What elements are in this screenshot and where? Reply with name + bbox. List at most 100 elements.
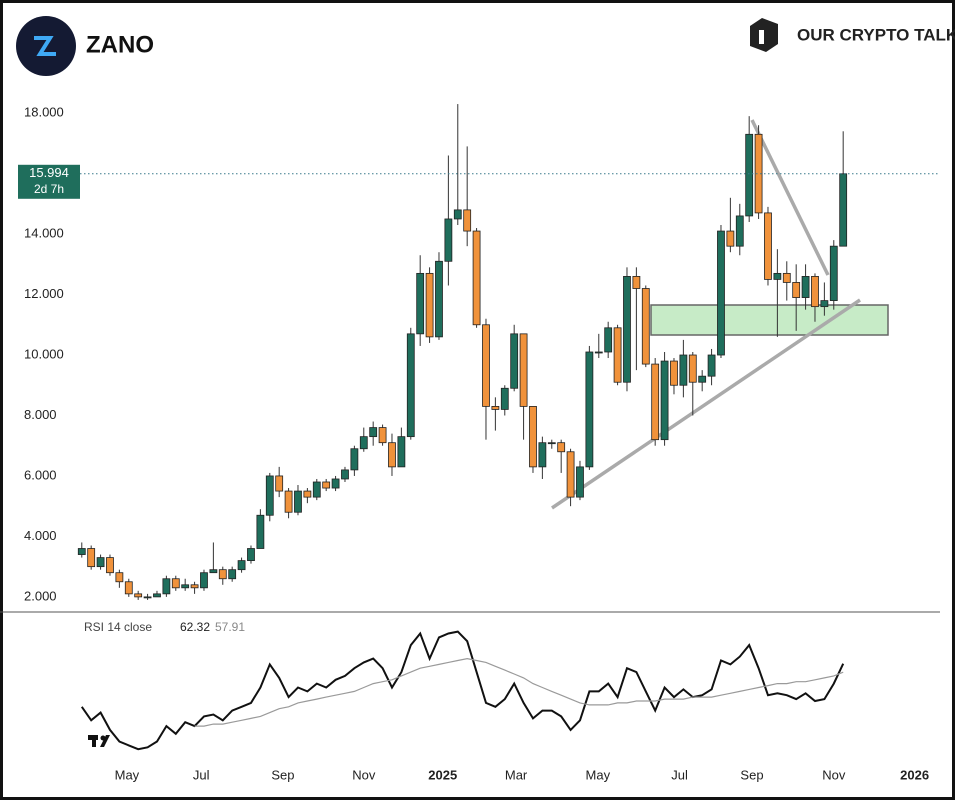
x-tick-label: Sep (271, 767, 294, 782)
candle-body (613, 327, 622, 383)
candle-body (472, 230, 481, 326)
rsi-title: RSI 14 close (84, 620, 152, 634)
candle (604, 321, 613, 359)
candle (651, 358, 660, 446)
y-tick-label: 12.000 (24, 286, 64, 301)
candle-body (754, 133, 763, 214)
candle (359, 427, 368, 452)
candle (510, 324, 519, 392)
brand: OUR CRYPTO TALK (797, 25, 955, 44)
candle (670, 358, 678, 395)
candle (350, 445, 359, 476)
y-tick-label: 8.000 (24, 407, 57, 422)
candle (594, 333, 603, 359)
rsi-line (80, 630, 845, 751)
candle (397, 427, 406, 468)
candle-body (463, 209, 472, 232)
candle-body (717, 230, 725, 356)
candle (322, 478, 331, 492)
candle-body (491, 406, 500, 410)
candle (764, 206, 772, 286)
candle (284, 488, 293, 519)
y-tick-label: 6.000 (24, 467, 57, 482)
candle-body (764, 212, 772, 280)
tv-logo (88, 735, 110, 747)
countdown: 2d 7h (34, 182, 64, 196)
candle-body (792, 282, 801, 298)
candle-body (453, 209, 462, 220)
candle-body (773, 272, 782, 280)
candle (181, 578, 190, 591)
logo-mark (34, 36, 56, 56)
candle-body (839, 173, 848, 247)
y-tick-label: 2.000 (24, 588, 57, 603)
candle (124, 578, 133, 597)
candle-body (482, 324, 490, 407)
candle-body (181, 584, 190, 589)
candle (209, 542, 218, 574)
candle-body (735, 215, 744, 247)
candle-body (604, 327, 613, 353)
tv-logo-slash (100, 735, 110, 747)
candle-body (312, 481, 321, 498)
candle-body (115, 572, 124, 583)
candle (547, 439, 556, 449)
candle-body (378, 427, 387, 444)
candle (641, 285, 650, 368)
candle-body (576, 466, 584, 498)
candle-body (284, 490, 293, 513)
candle (388, 433, 396, 476)
candle-body (670, 360, 678, 386)
rsi-value-label: 62.32 (180, 620, 210, 634)
last-price-box (18, 164, 80, 199)
candle (566, 448, 575, 507)
candle-body (209, 569, 218, 574)
candle (717, 225, 725, 359)
candle (453, 104, 462, 226)
rsi-value-label: 57.91 (215, 620, 245, 634)
candle-body (688, 354, 697, 383)
support-zone (650, 304, 889, 336)
x-tick-label: 2025 (428, 767, 457, 782)
x-tick-label: Sep (740, 767, 763, 782)
candle-body (106, 557, 114, 574)
candle-body (519, 333, 528, 407)
candle-body (331, 478, 340, 489)
candle-body (294, 490, 302, 513)
candle-body (594, 351, 603, 354)
candle-body (529, 406, 537, 468)
candle-body (275, 475, 284, 492)
candle (792, 264, 801, 331)
candle (472, 228, 481, 328)
candle-body (388, 442, 396, 468)
candle (275, 466, 284, 498)
candle-body (96, 557, 105, 568)
candle (435, 252, 443, 340)
candle (228, 566, 237, 582)
candle (557, 439, 566, 473)
candle-body (811, 276, 819, 308)
candle (256, 509, 265, 549)
brand-cut (759, 30, 764, 44)
x-tick-label: Nov (352, 767, 376, 782)
candle-body (228, 569, 237, 580)
candle (576, 460, 584, 501)
candle-body (237, 560, 246, 571)
candle (632, 267, 641, 371)
candle (162, 575, 171, 597)
candle-body (623, 276, 631, 383)
candle (425, 267, 434, 343)
candle (171, 575, 180, 591)
candle-body (585, 351, 594, 468)
candle-body (218, 569, 227, 580)
candle (265, 472, 274, 522)
candle-body (397, 436, 406, 468)
candle (237, 557, 246, 573)
candle-body (632, 276, 641, 289)
candle (378, 424, 387, 446)
y-tick-label: 18.000 (24, 105, 64, 120)
candle-body (200, 572, 208, 589)
candle (688, 351, 697, 416)
